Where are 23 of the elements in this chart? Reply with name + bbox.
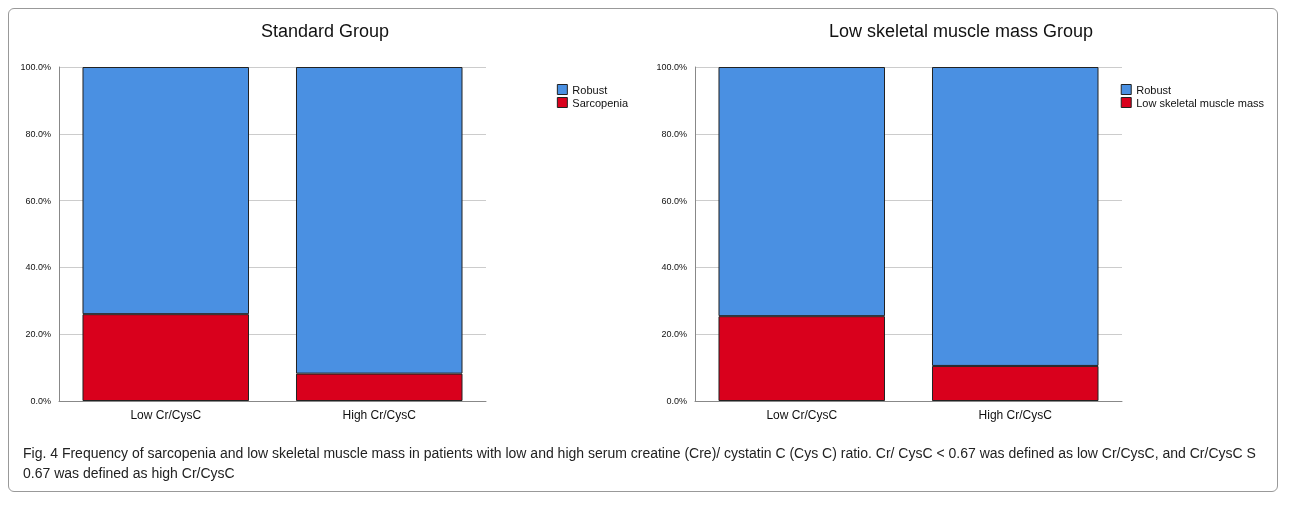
y-tick-label: 0.0% bbox=[30, 396, 51, 406]
y-tick-label: 100.0% bbox=[656, 62, 687, 72]
legend-label: Robust bbox=[1136, 83, 1172, 96]
x-tick-label: Low Cr/CysC bbox=[766, 408, 838, 422]
y-tick-label: 60.0% bbox=[661, 195, 687, 206]
y-tick-label: 20.0% bbox=[25, 329, 51, 340]
y-tick-label: 20.0% bbox=[661, 329, 687, 340]
x-tick-label: Low Cr/CysC bbox=[130, 408, 202, 422]
caption: Fig. 4 Frequency of sarcopenia and low skeletal muscle mass in patients with low and high serum creatine (Cre)/ cystatin C (Cys C) ratio. Cr/ CysC < 0.67 was defined as low Cr/CysC, and Cr/CysC S 0.67 was defined as high Cr/CysC bbox=[22, 444, 1257, 483]
legend-label: Low skeletal muscle mass bbox=[1136, 96, 1265, 109]
y-tick-label: 40.0% bbox=[661, 262, 687, 273]
chart-title: Standard Group bbox=[260, 21, 390, 41]
y-tick-label: 80.0% bbox=[25, 128, 51, 139]
y-tick-label: 100.0% bbox=[20, 62, 51, 72]
legend-label: Robust bbox=[572, 83, 608, 96]
x-tick-label: High Cr/CysC bbox=[978, 408, 1053, 422]
y-tick-label: 0.0% bbox=[666, 396, 687, 406]
chart-title: Low skeletal muscle mass Group bbox=[828, 21, 1094, 41]
x-tick-label: High Cr/CysC bbox=[342, 408, 417, 422]
y-tick-label: 80.0% bbox=[661, 128, 687, 139]
legend-label: Sarcopenia bbox=[572, 96, 629, 109]
y-tick-label: 60.0% bbox=[25, 195, 51, 206]
y-tick-label: 40.0% bbox=[25, 262, 51, 273]
